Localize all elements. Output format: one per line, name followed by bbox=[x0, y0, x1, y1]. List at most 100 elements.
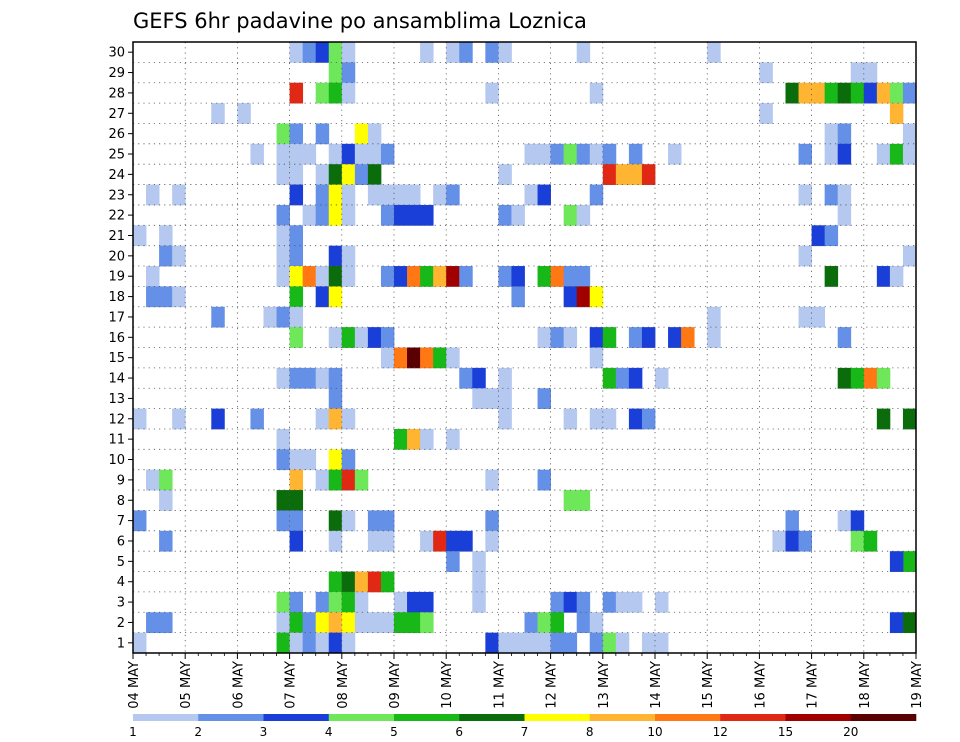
cell-member-7-step-0 bbox=[133, 510, 147, 532]
cell-member-11-step-11 bbox=[276, 428, 290, 450]
cell-member-15-step-23 bbox=[433, 347, 447, 369]
cell-member-14-step-56 bbox=[863, 367, 878, 389]
cell-member-23-step-31 bbox=[537, 184, 551, 206]
cell-member-17-step-52 bbox=[811, 306, 826, 328]
cell-member-6-step-27 bbox=[485, 530, 499, 552]
cell-member-19-step-31 bbox=[537, 266, 551, 287]
cell-member-19-step-57 bbox=[876, 266, 891, 287]
cell-member-12-step-59 bbox=[902, 408, 917, 430]
cell-member-16-step-18 bbox=[367, 327, 382, 348]
x-tick-label: 05 MAY bbox=[179, 661, 194, 709]
cell-member-17-step-10 bbox=[263, 306, 277, 328]
cell-member-14-step-13 bbox=[302, 367, 317, 389]
cell-member-13-step-15 bbox=[328, 388, 343, 409]
cell-member-16-step-16 bbox=[341, 327, 356, 348]
y-tick-label: 5 bbox=[117, 555, 125, 570]
cell-member-12-step-39 bbox=[641, 408, 656, 430]
cell-member-5-step-59 bbox=[902, 551, 917, 572]
legend-label: 20 bbox=[843, 725, 858, 739]
cell-member-12-step-3 bbox=[172, 408, 186, 430]
cell-member-30-step-22 bbox=[420, 42, 434, 63]
cell-member-2-step-14 bbox=[315, 612, 330, 634]
cell-member-7-step-50 bbox=[785, 510, 799, 532]
cell-member-1-step-30 bbox=[524, 632, 538, 654]
cell-member-14-step-15 bbox=[328, 367, 343, 389]
cell-member-23-step-23 bbox=[433, 184, 447, 206]
cell-member-6-step-19 bbox=[380, 530, 395, 552]
cell-member-6-step-22 bbox=[420, 530, 434, 552]
cell-member-28-step-16 bbox=[341, 82, 356, 104]
x-tick-label: 17 MAY bbox=[806, 661, 821, 709]
cell-member-8-step-11 bbox=[276, 490, 290, 511]
cell-member-24-step-16 bbox=[341, 164, 356, 185]
cell-member-25-step-36 bbox=[602, 143, 617, 165]
cell-member-28-step-57 bbox=[876, 82, 891, 104]
cell-member-30-step-16 bbox=[341, 42, 356, 63]
cell-member-21-step-0 bbox=[133, 225, 147, 247]
cell-member-14-step-26 bbox=[472, 367, 486, 389]
cell-member-16-step-39 bbox=[641, 327, 656, 348]
cell-member-12-step-33 bbox=[563, 408, 578, 430]
cell-member-1-step-37 bbox=[615, 632, 630, 654]
cell-member-27-step-58 bbox=[889, 103, 904, 124]
legend-label: 10 bbox=[647, 725, 662, 739]
legend-label: 4 bbox=[325, 725, 333, 739]
cell-member-24-step-37 bbox=[615, 164, 630, 185]
cell-member-21-step-53 bbox=[824, 225, 839, 247]
cell-member-25-step-19 bbox=[380, 143, 395, 165]
cell-member-3-step-26 bbox=[472, 591, 486, 613]
cell-member-25-step-13 bbox=[302, 143, 317, 165]
y-tick-label: 7 bbox=[117, 514, 125, 529]
cell-member-23-step-1 bbox=[146, 184, 160, 206]
cell-member-1-step-40 bbox=[655, 632, 669, 654]
cell-member-24-step-11 bbox=[276, 164, 290, 185]
cell-member-6-step-55 bbox=[850, 530, 865, 552]
cell-member-7-step-54 bbox=[837, 510, 852, 532]
cell-member-12-step-16 bbox=[341, 408, 356, 430]
cell-member-18-step-3 bbox=[172, 286, 186, 308]
cell-member-14-step-40 bbox=[655, 367, 669, 389]
cell-member-30-step-44 bbox=[707, 42, 721, 63]
cell-member-10-step-12 bbox=[289, 449, 304, 471]
cell-member-1-step-35 bbox=[589, 632, 604, 654]
cell-member-18-step-14 bbox=[315, 286, 330, 308]
cell-member-19-step-25 bbox=[459, 266, 473, 287]
cell-member-23-step-3 bbox=[172, 184, 186, 206]
cell-member-30-step-34 bbox=[576, 42, 591, 63]
cell-member-12-step-6 bbox=[211, 408, 225, 430]
cell-member-2-step-15 bbox=[328, 612, 343, 634]
y-axis: 1234567891011121314151617181920212223242… bbox=[108, 46, 133, 651]
cell-member-19-step-53 bbox=[824, 266, 839, 287]
cell-member-8-step-2 bbox=[159, 490, 173, 511]
cell-member-25-step-12 bbox=[289, 143, 304, 165]
y-tick-label: 23 bbox=[108, 188, 125, 203]
cell-member-1-step-27 bbox=[485, 632, 499, 654]
cell-member-2-step-30 bbox=[524, 612, 538, 634]
cell-member-15-step-35 bbox=[589, 347, 604, 369]
y-tick-label: 19 bbox=[108, 270, 125, 285]
cell-member-19-step-33 bbox=[563, 266, 578, 287]
cell-member-7-step-15 bbox=[328, 510, 343, 532]
cell-member-22-step-22 bbox=[420, 204, 434, 226]
cell-member-24-step-36 bbox=[602, 164, 617, 185]
legend-swatch-9 bbox=[655, 714, 721, 721]
cell-member-23-step-51 bbox=[798, 184, 812, 206]
cell-member-27-step-6 bbox=[211, 103, 225, 124]
cell-member-9-step-15 bbox=[328, 469, 343, 491]
cell-member-12-step-38 bbox=[628, 408, 643, 430]
cell-member-25-step-11 bbox=[276, 143, 290, 165]
cell-member-1-step-13 bbox=[302, 632, 317, 654]
cell-member-19-step-22 bbox=[420, 266, 434, 287]
cell-member-11-step-21 bbox=[407, 428, 421, 450]
cell-member-16-step-36 bbox=[602, 327, 617, 348]
cell-member-4-step-26 bbox=[472, 571, 486, 593]
cell-member-1-step-11 bbox=[276, 632, 290, 654]
cell-member-30-step-24 bbox=[446, 42, 460, 63]
cell-member-19-step-13 bbox=[302, 266, 317, 287]
cell-member-15-step-22 bbox=[420, 347, 434, 369]
cell-member-25-step-31 bbox=[537, 143, 551, 165]
cell-member-3-step-21 bbox=[407, 591, 421, 613]
cell-member-5-step-24 bbox=[446, 551, 460, 572]
cell-member-25-step-33 bbox=[563, 143, 578, 165]
y-tick-label: 15 bbox=[108, 351, 125, 366]
